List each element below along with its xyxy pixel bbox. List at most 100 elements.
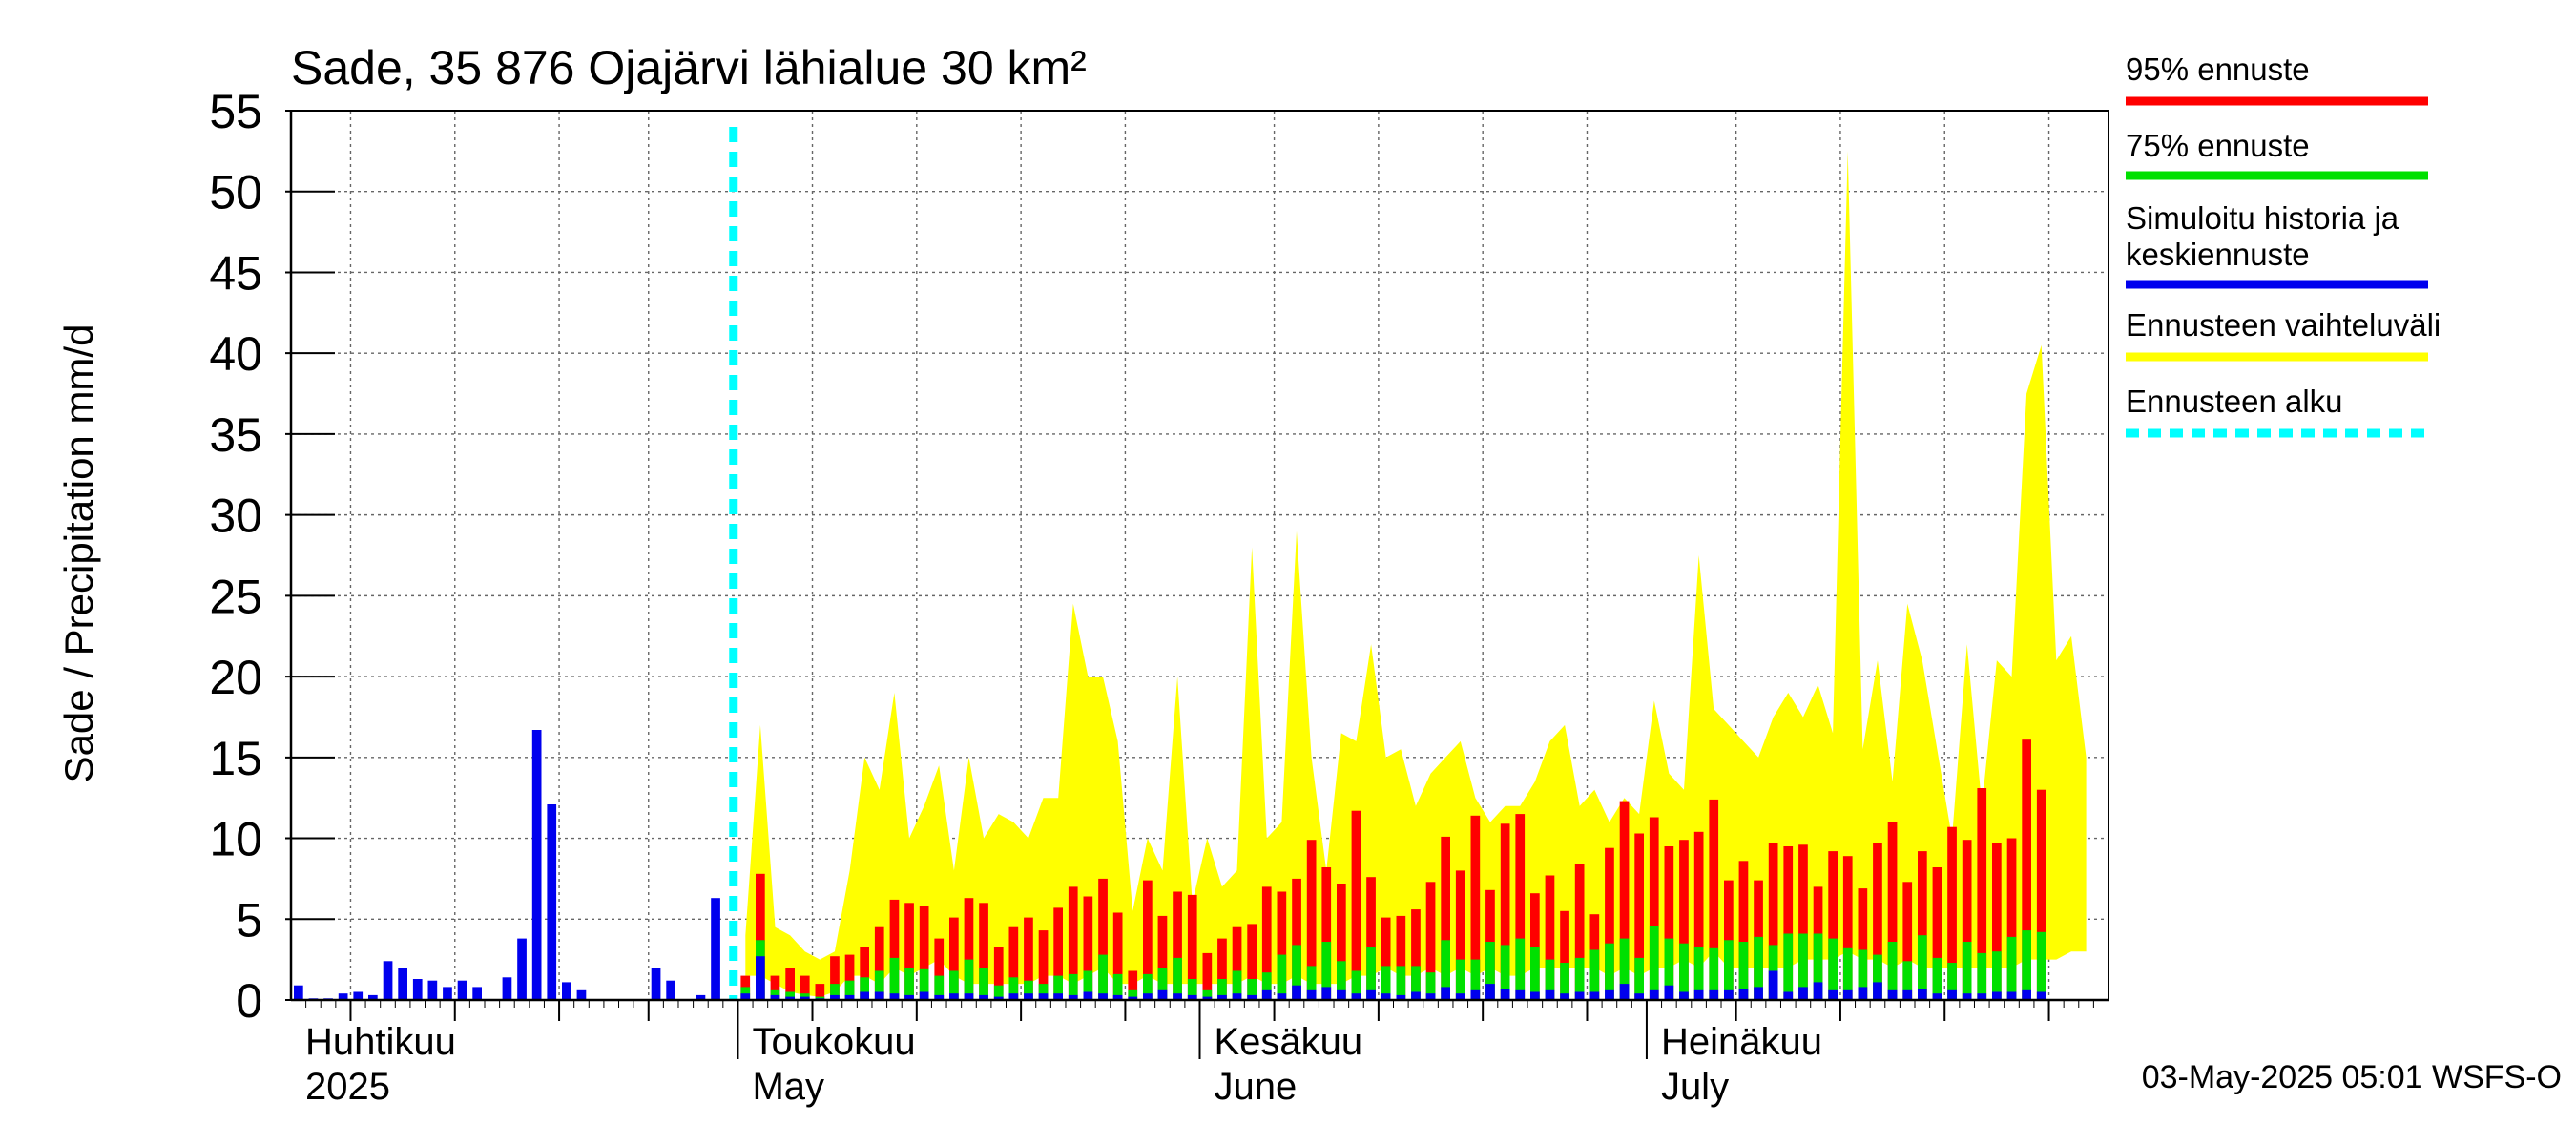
p75-bar bbox=[1813, 933, 1823, 1000]
p95-bar bbox=[1709, 799, 1719, 1000]
p95-bar bbox=[1337, 884, 1346, 1000]
median-bar bbox=[1306, 989, 1317, 1000]
history-bar bbox=[666, 980, 675, 1000]
p95-bar bbox=[756, 873, 765, 1000]
legend-label: 75% ennuste bbox=[2126, 128, 2310, 163]
p75-bar bbox=[1977, 952, 1987, 1000]
median-bar bbox=[1977, 993, 1987, 1000]
y-tick-label: 10 bbox=[209, 813, 262, 866]
p75-bar bbox=[1068, 973, 1078, 1000]
p95-bar bbox=[1232, 926, 1242, 1000]
median-bar bbox=[1128, 996, 1138, 1000]
median-bar bbox=[1038, 993, 1049, 1000]
median-bar bbox=[1157, 989, 1168, 1000]
p75-bar bbox=[934, 975, 945, 1000]
p95-bar bbox=[1858, 888, 1868, 1000]
y-tick-label: 0 bbox=[236, 974, 262, 1028]
median-bar bbox=[1873, 982, 1882, 1000]
median-bar bbox=[1277, 993, 1287, 1000]
p75-bar bbox=[1366, 947, 1376, 1000]
p95-bar bbox=[1664, 846, 1674, 1000]
median-bar bbox=[1887, 989, 1898, 1000]
p75-bar bbox=[919, 968, 929, 1000]
median-bar bbox=[1828, 989, 1838, 1000]
p75-bar bbox=[1902, 961, 1913, 1000]
p75-bar bbox=[1277, 954, 1287, 1000]
p75-bar bbox=[1947, 963, 1957, 1000]
median-bar bbox=[1560, 993, 1569, 1000]
p95-bar bbox=[889, 899, 900, 1000]
median-bar bbox=[1441, 987, 1450, 1000]
p95-bar bbox=[1321, 867, 1332, 1000]
p75-bar bbox=[1173, 957, 1182, 1000]
p75-bar bbox=[1202, 989, 1213, 1000]
p95-bar bbox=[844, 954, 855, 1000]
history-bar bbox=[576, 989, 587, 1000]
p95-bar bbox=[1277, 891, 1287, 1000]
median-bar bbox=[1232, 993, 1242, 1000]
history-bar bbox=[651, 968, 661, 1000]
p75-bar bbox=[949, 970, 959, 1000]
p95-bar bbox=[1560, 910, 1569, 1000]
p95-bar bbox=[949, 917, 959, 1000]
month-label-fi: Heinäkuu bbox=[1661, 1021, 1822, 1063]
history-bar bbox=[294, 985, 303, 1000]
median-bar bbox=[1693, 989, 1704, 1000]
p95-bar bbox=[904, 903, 914, 1000]
month-label-fi: Huhtikuu bbox=[305, 1021, 456, 1063]
p95-bar bbox=[1053, 907, 1063, 1000]
p95-bar bbox=[785, 968, 795, 1000]
median-bar bbox=[993, 996, 1004, 1000]
month-label-en: July bbox=[1661, 1066, 1729, 1108]
median-bar bbox=[1768, 970, 1778, 1000]
median-bar bbox=[830, 994, 840, 1000]
median-bar bbox=[1500, 989, 1510, 1000]
median-bar bbox=[1143, 993, 1153, 1000]
p75-bar bbox=[1932, 957, 1942, 1000]
median-bar bbox=[1455, 993, 1465, 1000]
median-bar bbox=[1321, 987, 1332, 1000]
p75-bar bbox=[2006, 936, 2017, 1000]
legend-label: 95% ennuste bbox=[2126, 52, 2310, 87]
p75-bar bbox=[1441, 940, 1450, 1000]
p75-bar bbox=[1232, 970, 1242, 1000]
y-tick-label: 40 bbox=[209, 327, 262, 381]
y-tick-label: 20 bbox=[209, 651, 262, 704]
median-bar bbox=[1217, 994, 1227, 1000]
p95-bar bbox=[1887, 822, 1898, 1000]
history-bar bbox=[443, 987, 452, 1000]
p95-bar bbox=[2006, 838, 2017, 1000]
p75-bar bbox=[1351, 970, 1361, 1000]
y-tick-label: 45 bbox=[209, 246, 262, 300]
median-bar bbox=[1664, 985, 1674, 1000]
p75-bar bbox=[1411, 966, 1421, 1000]
median-bar bbox=[1605, 989, 1614, 1000]
p95-bar bbox=[1217, 938, 1227, 1000]
median-bar bbox=[2036, 991, 2046, 1000]
p95-bar bbox=[1381, 917, 1391, 1000]
p75-bar bbox=[1664, 938, 1674, 1000]
p75-bar bbox=[1470, 959, 1481, 1000]
p75-bar bbox=[1098, 954, 1108, 1000]
median-bar bbox=[1918, 989, 1927, 1000]
p75-bar bbox=[1128, 989, 1138, 1000]
median-bar bbox=[1932, 993, 1942, 1000]
p75-bar bbox=[830, 984, 840, 1000]
p75-bar bbox=[1053, 975, 1063, 1000]
p75-bar bbox=[979, 968, 988, 1000]
median-bar bbox=[1112, 994, 1123, 1000]
p75-bar bbox=[1396, 966, 1406, 1000]
p75-bar bbox=[1381, 966, 1391, 1000]
bars bbox=[294, 730, 2046, 1000]
p95-bar bbox=[2022, 739, 2031, 1000]
p75-bar bbox=[1500, 945, 1510, 1000]
p75-bar bbox=[1842, 947, 1853, 1000]
median-bar bbox=[860, 991, 869, 1000]
median-bar bbox=[800, 996, 810, 1000]
p95-bar bbox=[1634, 833, 1644, 1000]
p95-bar bbox=[1261, 886, 1272, 1000]
history-bar bbox=[517, 938, 527, 1000]
p95-bar bbox=[1947, 826, 1957, 1000]
month-label-fi: Kesäkuu bbox=[1215, 1021, 1363, 1063]
